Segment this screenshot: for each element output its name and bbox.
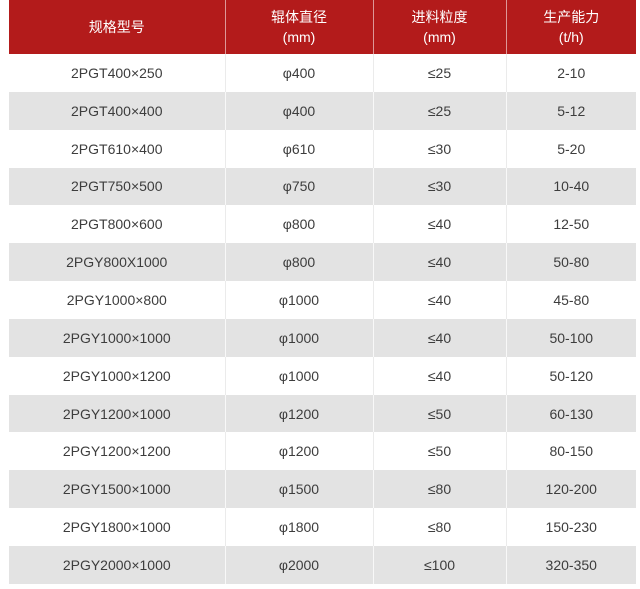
cell-roller-diameter: φ400 [225, 54, 374, 92]
cell-feed-size: ≤100 [373, 545, 507, 584]
spec-table-body: 2PGT400×250 φ400 ≤25 2-10 2PGT400×400 φ4… [9, 54, 636, 584]
column-header-roller-diameter-label: 辊体直径 [271, 9, 327, 25]
cell-model: 2PGT750×500 [9, 167, 226, 206]
cell-capacity: 10-40 [506, 167, 636, 206]
cell-model: 2PGY1000×1000 [9, 318, 226, 357]
cell-model: 2PGY800X1000 [9, 243, 226, 282]
cell-capacity: 45-80 [506, 281, 636, 319]
table-row: 2PGY1800×1000 φ1800 ≤80 150-230 [9, 508, 636, 546]
table-row: 2PGY1000×800 φ1000 ≤40 45-80 [9, 281, 636, 319]
cell-feed-size: ≤30 [373, 129, 507, 168]
cell-roller-diameter: φ1000 [225, 281, 374, 319]
cell-roller-diameter: φ610 [225, 129, 374, 168]
cell-feed-size: ≤80 [373, 508, 507, 546]
column-header-roller-diameter: 辊体直径 (mm) [225, 0, 374, 54]
cell-feed-size: ≤40 [373, 281, 507, 319]
column-header-capacity: 生产能力 (t/h) [506, 0, 636, 54]
cell-feed-size: ≤40 [373, 205, 507, 244]
table-row: 2PGT800×600 φ800 ≤40 12-50 [9, 205, 636, 244]
header-row: 规格型号 辊体直径 (mm) 进料粒度 (mm) 生产能力 (t/h) [9, 0, 636, 54]
cell-feed-size: ≤80 [373, 470, 507, 509]
cell-capacity: 5-20 [506, 129, 636, 168]
cell-feed-size: ≤30 [373, 167, 507, 206]
column-header-feed-size-unit: (mm) [423, 29, 456, 45]
cell-roller-diameter: φ1000 [225, 318, 374, 357]
cell-feed-size: ≤50 [373, 394, 507, 433]
cell-model: 2PGT610×400 [9, 129, 226, 168]
spec-table: 规格型号 辊体直径 (mm) 进料粒度 (mm) 生产能力 (t/h) 2PGT… [9, 0, 636, 584]
cell-capacity: 150-230 [506, 508, 636, 546]
cell-feed-size: ≤25 [373, 54, 507, 92]
cell-capacity: 60-130 [506, 394, 636, 433]
cell-capacity: 50-100 [506, 318, 636, 357]
table-row: 2PGY1000×1200 φ1000 ≤40 50-120 [9, 356, 636, 395]
cell-roller-diameter: φ1500 [225, 470, 374, 509]
cell-roller-diameter: φ800 [225, 205, 374, 244]
column-header-feed-size: 进料粒度 (mm) [373, 0, 507, 54]
cell-roller-diameter: φ1000 [225, 356, 374, 395]
column-header-feed-size-label: 进料粒度 [411, 9, 468, 25]
cell-feed-size: ≤50 [373, 432, 507, 471]
cell-roller-diameter: φ400 [225, 91, 374, 130]
cell-capacity: 2-10 [506, 54, 636, 92]
column-header-model: 规格型号 [9, 0, 226, 54]
cell-feed-size: ≤40 [373, 318, 507, 357]
column-header-capacity-label: 生产能力 [543, 9, 600, 25]
table-row: 2PGT610×400 φ610 ≤30 5-20 [9, 129, 636, 168]
cell-capacity: 320-350 [506, 545, 636, 584]
table-row: 2PGY800X1000 φ800 ≤40 50-80 [9, 243, 636, 282]
cell-roller-diameter: φ1200 [225, 432, 374, 471]
cell-model: 2PGY1200×1000 [9, 394, 226, 433]
cell-capacity: 50-80 [506, 243, 636, 282]
cell-feed-size: ≤40 [373, 243, 507, 282]
cell-roller-diameter: φ1800 [225, 508, 374, 546]
cell-model: 2PGY1000×1200 [9, 356, 226, 395]
column-header-roller-diameter-unit: (mm) [282, 29, 316, 45]
cell-roller-diameter: φ800 [225, 243, 374, 282]
table-row: 2PGT400×250 φ400 ≤25 2-10 [9, 54, 636, 92]
cell-feed-size: ≤25 [373, 91, 507, 130]
spec-table-header: 规格型号 辊体直径 (mm) 进料粒度 (mm) 生产能力 (t/h) [9, 0, 636, 54]
cell-capacity: 50-120 [506, 356, 636, 395]
table-row: 2PGT750×500 φ750 ≤30 10-40 [9, 167, 636, 206]
cell-capacity: 120-200 [506, 470, 636, 509]
cell-roller-diameter: φ750 [225, 167, 374, 206]
cell-capacity: 5-12 [506, 91, 636, 130]
table-row: 2PGY1200×1000 φ1200 ≤50 60-130 [9, 394, 636, 433]
cell-model: 2PGY1800×1000 [9, 508, 226, 546]
cell-capacity: 12-50 [506, 205, 636, 244]
table-row: 2PGY2000×1000 φ2000 ≤100 320-350 [9, 545, 636, 584]
table-row: 2PGY1000×1000 φ1000 ≤40 50-100 [9, 318, 636, 357]
cell-model: 2PGY1500×1000 [9, 470, 226, 509]
cell-model: 2PGT400×400 [9, 91, 226, 130]
cell-model: 2PGY1200×1200 [9, 432, 226, 471]
cell-feed-size: ≤40 [373, 356, 507, 395]
table-row: 2PGY1500×1000 φ1500 ≤80 120-200 [9, 470, 636, 509]
column-header-model-label: 规格型号 [88, 19, 145, 35]
cell-roller-diameter: φ2000 [225, 545, 374, 584]
cell-capacity: 80-150 [506, 432, 636, 471]
table-row: 2PGT400×400 φ400 ≤25 5-12 [9, 91, 636, 130]
cell-roller-diameter: φ1200 [225, 394, 374, 433]
cell-model: 2PGT800×600 [9, 205, 226, 244]
table-row: 2PGY1200×1200 φ1200 ≤50 80-150 [9, 432, 636, 471]
column-header-capacity-unit: (t/h) [558, 29, 584, 45]
cell-model: 2PGY2000×1000 [9, 545, 226, 584]
cell-model: 2PGT400×250 [9, 54, 226, 92]
cell-model: 2PGY1000×800 [9, 281, 226, 319]
